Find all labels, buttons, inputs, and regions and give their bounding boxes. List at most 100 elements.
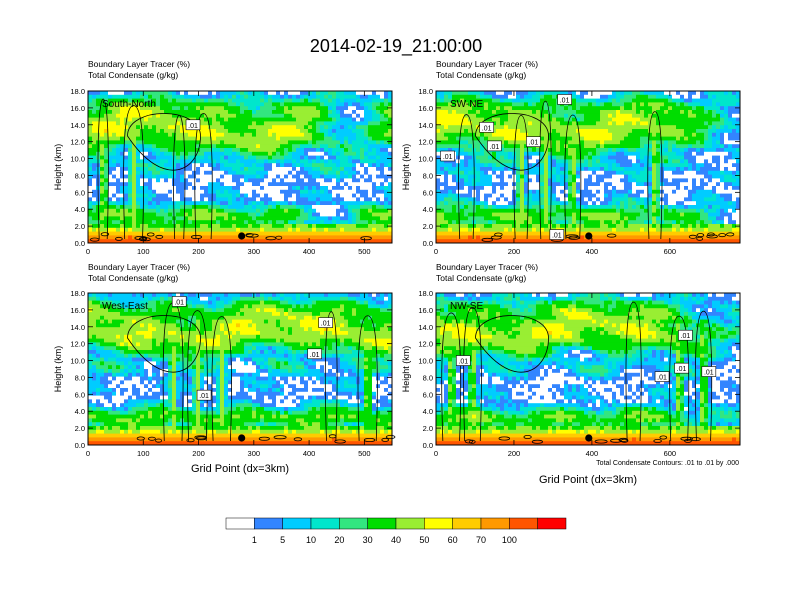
- heatmap-cell: [368, 170, 373, 175]
- heatmap-cell: [236, 205, 241, 210]
- heatmap-cell: [188, 189, 193, 194]
- heatmap-cell: [292, 102, 297, 107]
- heatmap-cell: [268, 216, 273, 221]
- heatmap-cell: [584, 167, 589, 172]
- heatmap-cell: [224, 174, 229, 179]
- heatmap-cell: [268, 220, 273, 225]
- heatmap-cell: [572, 136, 577, 141]
- heatmap-cell: [448, 129, 453, 134]
- heatmap-cell: [148, 125, 153, 130]
- heatmap-cell: [344, 106, 349, 111]
- heatmap-cell: [524, 94, 529, 99]
- heatmap-cell: [472, 151, 477, 156]
- heatmap-cell: [280, 231, 285, 236]
- heatmap-cell: [320, 174, 325, 179]
- heatmap-cell: [224, 178, 229, 183]
- heatmap-cell: [592, 136, 597, 141]
- heatmap-cell: [200, 151, 205, 156]
- heatmap-cell: [172, 189, 177, 194]
- heatmap-cell: [252, 148, 257, 153]
- heatmap-cell: [488, 224, 493, 229]
- heatmap-cell: [200, 136, 205, 141]
- heatmap-cell: [140, 197, 145, 202]
- heatmap-cell: [576, 151, 581, 156]
- heatmap-cell: [380, 155, 385, 160]
- heatmap-cell: [552, 216, 557, 221]
- heatmap-cell: [536, 231, 541, 236]
- heatmap-cell: [92, 110, 97, 115]
- heatmap-cell: [256, 129, 261, 134]
- heatmap-cell: [180, 102, 185, 107]
- heatmap-cell: [132, 94, 137, 99]
- heatmap-cell: [516, 212, 521, 217]
- heatmap-cell: [292, 136, 297, 141]
- heatmap-cell: [548, 155, 553, 160]
- heatmap-cell: [216, 186, 221, 191]
- heatmap-cell: [468, 178, 473, 183]
- heatmap-cell: [324, 144, 329, 149]
- heatmap-cell: [120, 117, 125, 122]
- heatmap-cell: [436, 212, 441, 217]
- heatmap-cell: [324, 189, 329, 194]
- heatmap-cell: [164, 163, 169, 168]
- heatmap-cell: [532, 132, 537, 137]
- heatmap-cell: [252, 94, 257, 99]
- heatmap-cell: [124, 113, 129, 118]
- heatmap-cell: [592, 121, 597, 126]
- heatmap-cell: [308, 227, 313, 232]
- heatmap-cell: [236, 106, 241, 111]
- heatmap-cell: [212, 117, 217, 122]
- heatmap-cell: [276, 205, 281, 210]
- heatmap-cell: [168, 94, 173, 99]
- heatmap-cell: [376, 140, 381, 145]
- heatmap-cell: [176, 144, 181, 149]
- heatmap-cell: [284, 163, 289, 168]
- heatmap-cell: [448, 106, 453, 111]
- heatmap-cell: [236, 136, 241, 141]
- heatmap-cell: [440, 189, 445, 194]
- y-tick-label: 8.0: [75, 171, 85, 180]
- heatmap-cell: [476, 178, 481, 183]
- heatmap-cell: [260, 144, 265, 149]
- heatmap-cell: [584, 174, 589, 179]
- heatmap-cell: [308, 189, 313, 194]
- heatmap-cell: [508, 110, 513, 115]
- heatmap-cell: [380, 102, 385, 107]
- heatmap-cell: [576, 159, 581, 164]
- heatmap-cell: [440, 140, 445, 145]
- heatmap-cell: [292, 91, 297, 96]
- heatmap-cell: [500, 193, 505, 198]
- heatmap-cell: [240, 224, 245, 229]
- heatmap-cell: [124, 224, 129, 229]
- heatmap-cell: [336, 193, 341, 198]
- heatmap-cell: [188, 178, 193, 183]
- heatmap-cell: [356, 98, 361, 103]
- heatmap-cell: [260, 98, 265, 103]
- heatmap-cell: [316, 155, 321, 160]
- heatmap-cell: [620, 224, 625, 229]
- heatmap-cell: [112, 129, 117, 134]
- heatmap-cell: [112, 212, 117, 217]
- heatmap-cell: [116, 136, 121, 141]
- heatmap-cell: [288, 186, 293, 191]
- heatmap-cell: [328, 155, 333, 160]
- heatmap-cell: [204, 155, 209, 160]
- heatmap-cell: [488, 227, 493, 232]
- heatmap-cell: [144, 144, 149, 149]
- heatmap-cell: [336, 98, 341, 103]
- heatmap-cell: [312, 129, 317, 134]
- heatmap-cell: [564, 186, 569, 191]
- heatmap-cell: [324, 178, 329, 183]
- heatmap-cell: [108, 140, 113, 145]
- heatmap-cell: [168, 224, 173, 229]
- heatmap-cell: [92, 197, 97, 202]
- heatmap-cell: [352, 189, 357, 194]
- heatmap-cell: [268, 235, 273, 240]
- heatmap-cell: [532, 220, 537, 225]
- heatmap-cell: [572, 212, 577, 217]
- heatmap-cell: [608, 129, 613, 134]
- heatmap-cell: [480, 151, 485, 156]
- heatmap-cell: [376, 235, 381, 240]
- heatmap-cell: [288, 144, 293, 149]
- heatmap-cell: [332, 216, 337, 221]
